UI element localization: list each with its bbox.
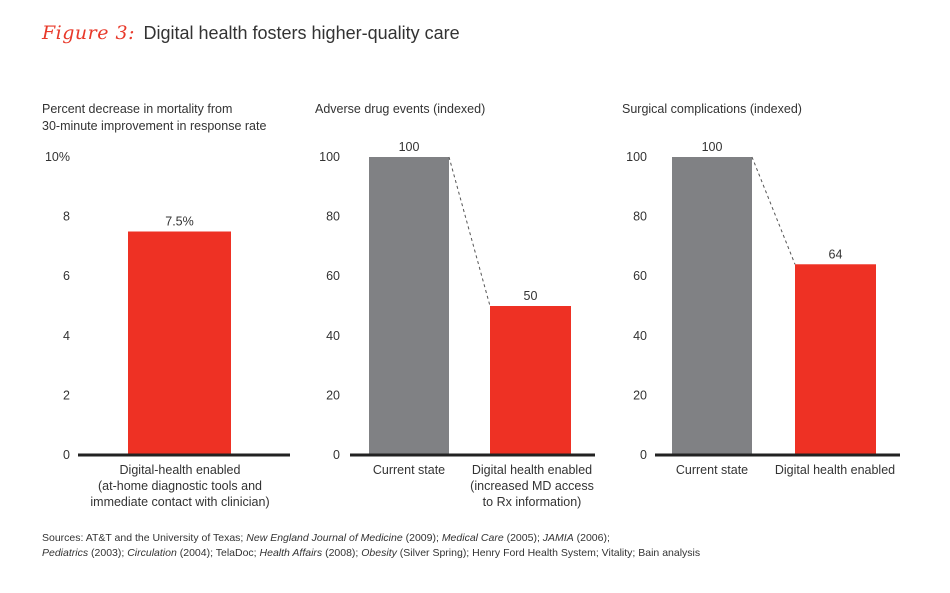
data-label: 7.5%	[165, 215, 194, 229]
source-segment: (2009);	[402, 532, 442, 544]
source-segment: New England Journal of Medicine	[246, 532, 403, 544]
y-tick-label: 2	[63, 388, 70, 402]
charts-canvas: Percent decrease in mortality from 30-min…	[42, 102, 900, 509]
source-segment: (2004); TelaDoc;	[176, 547, 260, 559]
connector-line	[751, 156, 796, 265]
category-label-line: Current state	[676, 463, 748, 477]
category-label-line: immediate contact with clinician)	[90, 495, 269, 509]
category-label-line: Current state	[373, 463, 445, 477]
data-label: 50	[524, 289, 538, 303]
source-segment: Sources: AT&T and the University of Texa…	[42, 532, 247, 544]
data-label: 100	[702, 140, 723, 154]
category-label-line: Digital health enabled	[472, 463, 592, 477]
y-tick-label: 4	[63, 329, 70, 343]
connector-line	[448, 156, 491, 307]
bar	[369, 157, 449, 455]
y-tick-label: 6	[63, 269, 70, 283]
source-segment: Pediatrics	[42, 547, 89, 559]
data-label: 64	[829, 247, 843, 261]
source-segment: Medical Care	[441, 532, 504, 544]
source-segment: (2003);	[88, 547, 128, 559]
source-segment: (2005);	[503, 532, 543, 544]
y-tick-label: 8	[63, 210, 70, 224]
chart-panel-2: Adverse drug events (indexed) 0 20 40 60 80 10…	[315, 102, 595, 509]
y-tick-label: 40	[633, 329, 647, 343]
chart-title-line: Surgical complications (indexed)	[622, 102, 802, 116]
category-label-line: Digital-health enabled	[120, 463, 241, 477]
source-segment: Circulation	[127, 547, 177, 559]
chart-panel-3: Surgical complications (indexed) 0 20 40 60 8…	[622, 102, 900, 477]
bar	[128, 231, 231, 455]
y-tick-label: 80	[633, 210, 647, 224]
sources-note: Sources: AT&T and the University of Texa…	[42, 531, 922, 561]
source-segment: JAMIA	[542, 532, 574, 544]
data-label: 100	[399, 140, 420, 154]
category-label-line: (increased MD access	[470, 479, 594, 493]
category-label-line: to Rx information)	[483, 495, 582, 509]
figure-label: Figure 3:	[42, 22, 136, 44]
y-tick-label: 100	[319, 150, 340, 164]
y-tick-label: 60	[326, 269, 340, 283]
bar	[672, 157, 752, 455]
source-segment: (2008);	[322, 547, 362, 559]
sources-line-2: Pediatrics (2003); Circulation (2004); T…	[42, 546, 922, 561]
y-tick-label: 60	[633, 269, 647, 283]
y-tick-label: 40	[326, 329, 340, 343]
figure-title: Figure 3: Digital health fosters higher-…	[42, 22, 460, 52]
chart-title-line: Adverse drug events (indexed)	[315, 102, 485, 116]
source-segment: Obesity	[361, 547, 397, 559]
y-tick-label: 20	[633, 388, 647, 402]
y-tick-label: 10%	[45, 150, 70, 164]
figure-title-text: Digital health fosters higher-quality ca…	[143, 23, 460, 43]
source-segment: (Silver Spring); Henry Ford Health Syste…	[396, 547, 701, 559]
y-tick-label: 20	[326, 388, 340, 402]
bar	[490, 306, 571, 455]
chart-panel-1: Percent decrease in mortality from 30-min…	[42, 102, 290, 509]
y-tick-label: 0	[333, 448, 340, 462]
category-label-line: Digital health enabled	[775, 463, 895, 477]
y-tick-label: 0	[640, 448, 647, 462]
sources-line-1: Sources: AT&T and the University of Texa…	[42, 531, 922, 546]
bar	[795, 264, 876, 455]
y-tick-label: 0	[63, 448, 70, 462]
source-segment: (2006);	[573, 532, 610, 544]
source-segment: Health Affairs	[259, 547, 323, 559]
y-tick-label: 80	[326, 210, 340, 224]
chart-title-line: 30-minute improvement in response rate	[42, 119, 266, 133]
category-label-line: (at-home diagnostic tools and	[98, 479, 262, 493]
y-tick-label: 100	[626, 150, 647, 164]
chart-title-line: Percent decrease in mortality from	[42, 102, 232, 116]
